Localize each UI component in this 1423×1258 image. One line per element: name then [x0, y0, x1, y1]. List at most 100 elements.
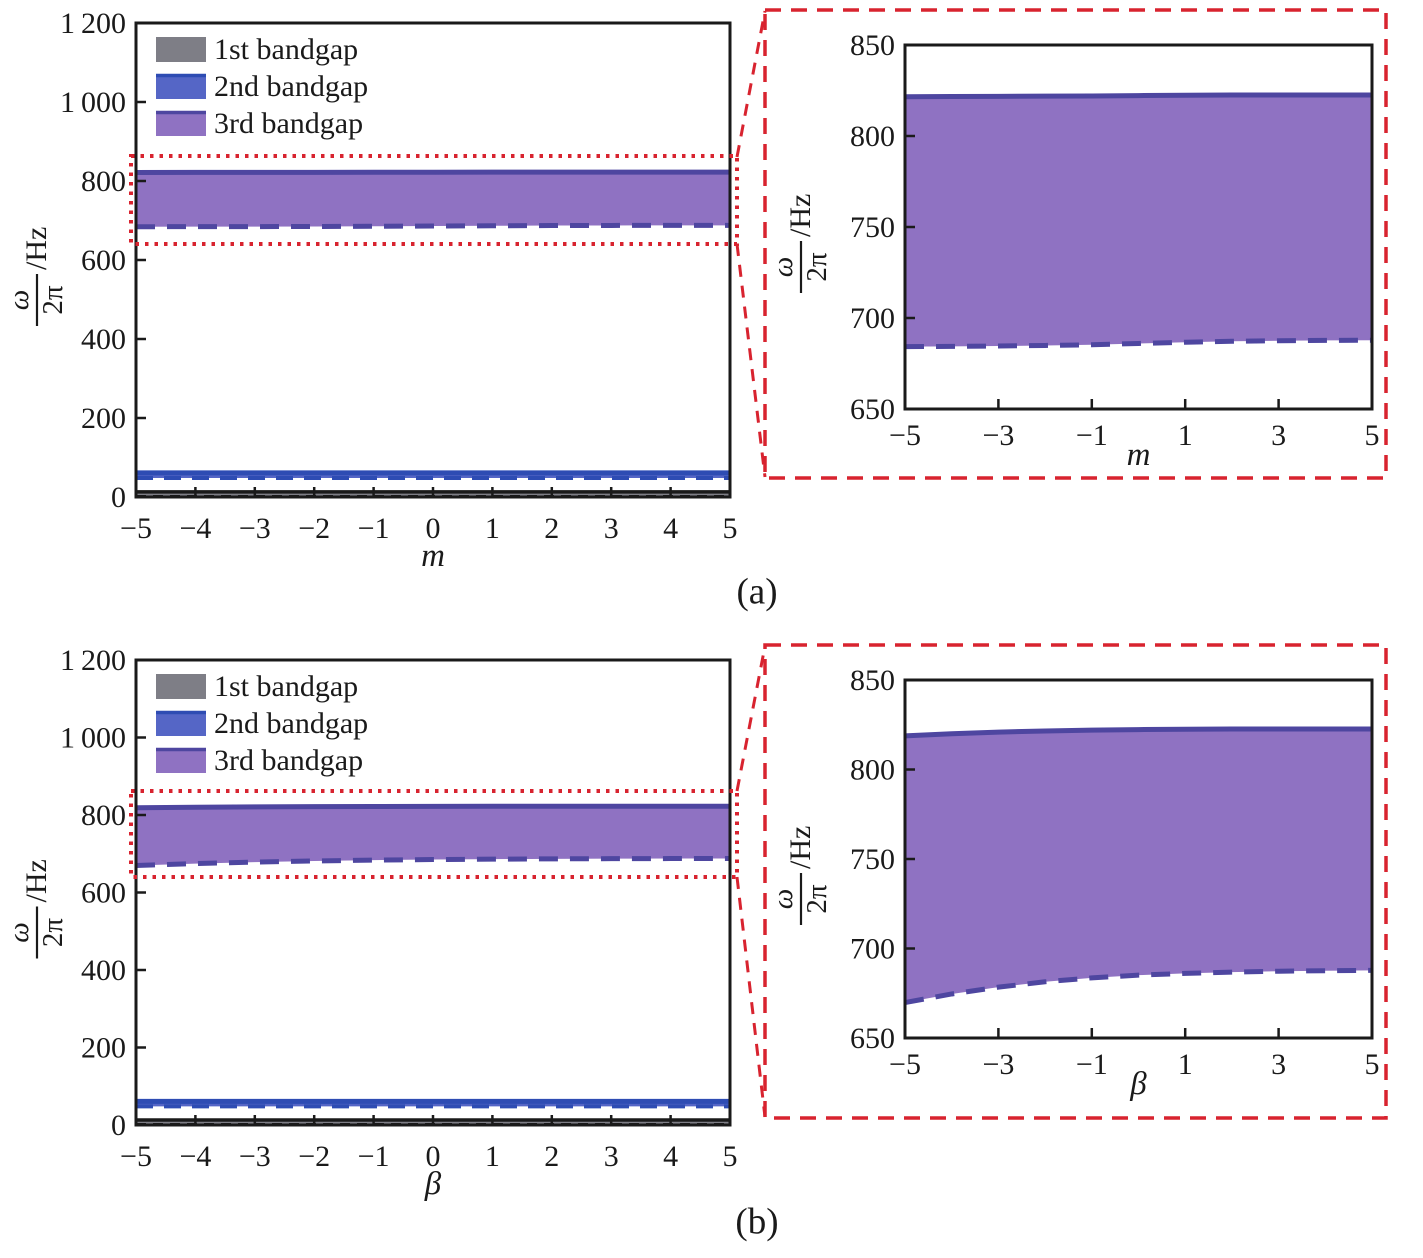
legend-swatch-1st-bandgap [156, 37, 206, 62]
panel-a-main-y-axis-label: ω 2π/Hz [3, 227, 69, 326]
panel-a-inset-y-label-numerator: ω [767, 257, 799, 277]
panel-b-main-x-tick-label: 1 [485, 1140, 500, 1173]
panel-a-main-y-label-denominator: 2π [37, 285, 69, 315]
panel-b-main-y-label-denominator: 2π [37, 918, 69, 948]
panel-b-inset-y-label-numerator: ω [767, 889, 799, 909]
panel-a-inset: −5 −3 −1 1 3 5 650 700 750 800 850 m ω 2π/Hz [735, 8, 1388, 480]
panel-b-main-x-tick-label: −5 [120, 1140, 152, 1173]
panel-b-inset-y-tick-label: 700 [850, 933, 895, 966]
panel-b-main-x-tick-label: −2 [298, 1140, 330, 1173]
legend-label-2nd-bandgap: 2nd bandgap [214, 70, 368, 103]
panel-b-inset-x-tick-label: −1 [1076, 1048, 1108, 1081]
panel-a-inset-band-3rd-bandgap [905, 95, 1372, 347]
panel-b-main-y-tick-label: 400 [81, 954, 126, 987]
panel-a-main-band-3rd-bandgap [136, 172, 730, 227]
legend-label-2nd-bandgap: 2nd bandgap [214, 707, 368, 740]
panel-a-inset-y-tick-label: 850 [850, 29, 895, 62]
panel-b-inset-x-tick-label: 1 [1178, 1048, 1193, 1081]
panel-b-main-y-tick-label: 800 [81, 799, 126, 832]
panel-a-main-x-axis-label: m [421, 538, 445, 574]
panel-b-main-legend: 1st bandgap 2nd bandgap 3rd bandgap [156, 670, 368, 777]
legend-swatch-3rd-bandgap [156, 111, 206, 136]
panel-a-inset-x-tick-label: 1 [1178, 419, 1193, 452]
panel-a-inset-band-3rd-bandgap-lower-edge [904, 337, 1373, 350]
panel-b-main-y-label-numerator: ω [3, 922, 35, 942]
panel-b-inset-zoom-connector [735, 876, 767, 1118]
panel-b-main-y-tick-label: 1 000 [60, 722, 126, 755]
panel-b-inset-x-tick-label: −5 [889, 1048, 921, 1081]
panel-b-main-y-tick-label: 0 [111, 1109, 126, 1142]
panel-b-inset-x-tick-label: 3 [1271, 1048, 1286, 1081]
panel-a-inset-band-3rd-bandgap-upper-edge [904, 92, 1372, 100]
legend-swatch-3rd-bandgap [156, 748, 206, 773]
legend-swatch-1st-bandgap [156, 674, 206, 699]
panel-a-inset-x-tick-label: −1 [1076, 419, 1108, 452]
panel-a-main-y-tick-label: 200 [81, 402, 126, 435]
panel-b-main: −5 −4 −3 −2 −1 0 1 2 3 4 5 0 200 400 600 800 1 000 1 200 β… [3, 644, 739, 1202]
panel-b-main-x-tick-label: 2 [544, 1140, 559, 1173]
panel-a-inset-x-tick-label: −5 [889, 419, 921, 452]
panel-a-inset-y-tick-label: 750 [850, 211, 895, 244]
panel-a-main-x-tick-label: 3 [604, 512, 619, 545]
panel-a-inset-zoom-connector [735, 10, 767, 158]
panel-a-main-y-label-unit: /Hz [20, 227, 53, 270]
panel-a-main-x-tick-label: −3 [239, 512, 271, 545]
panel-b-inset-x-tick-label: −3 [982, 1048, 1014, 1081]
legend-swatch-2nd-bandgap [156, 74, 206, 99]
panel-b-main-band-3rd-bandgap-upper-edge [135, 803, 730, 811]
panel-a-inset-x-axis-label: m [1127, 437, 1151, 473]
panel-b-inset-y-tick-label: 750 [850, 843, 895, 876]
panel-a-caption: (a) [736, 571, 778, 613]
panel-a-inset-y-label-denominator: 2π [801, 252, 833, 282]
legend-label-1st-bandgap: 1st bandgap [214, 33, 358, 66]
panel-b-inset: −5 −3 −1 1 3 5 650 700 750 800 850 β ω 2π/Hz [735, 643, 1388, 1120]
panel-a-inset-x-tick-label: 3 [1271, 419, 1286, 452]
panel-a-inset-zoom-connector [735, 243, 767, 478]
panel-b-main-y-label-unit: /Hz [20, 859, 53, 902]
panel-a-main-band-3rd-bandgap-lower-edge [135, 222, 731, 230]
panel-b-main-zoom-rect [129, 789, 739, 879]
panel-a-main-x-tick-label: 4 [663, 512, 678, 545]
panel-a-main-y-tick-label: 1 200 [60, 7, 126, 40]
panel-b-inset-band-3rd-bandgap-lower-edge [904, 967, 1373, 1006]
panel-b-inset-x-axis-label: β [1129, 1066, 1147, 1102]
panel-b-inset-y-tick-label: 850 [850, 664, 895, 697]
panel-b-inset-y-label-denominator: 2π [801, 884, 833, 914]
panel-a-main-y-tick-label: 1 000 [60, 86, 126, 119]
panel-a-inset-x-tick-label: −3 [982, 419, 1014, 452]
panel-b-main-x-tick-label: 0 [426, 1140, 441, 1173]
panel-b-main-x-tick-label: 5 [723, 1140, 738, 1173]
panel-b-main-y-tick-label: 1 200 [60, 644, 126, 677]
panel-b-main-y-axis-label: ω 2π/Hz [3, 859, 69, 959]
panel-a-inset-y-tick-label: 700 [850, 302, 895, 335]
panel-a-main-legend: 1st bandgap 2nd bandgap 3rd bandgap [156, 33, 368, 140]
panel-b-main-x-tick-label: −1 [358, 1140, 390, 1173]
legend-swatch-2nd-bandgap [156, 711, 206, 736]
panel-b-caption: (b) [735, 1201, 779, 1243]
panel-a-inset-y-axis-label: ω 2π/Hz [767, 194, 833, 293]
panel-b-inset-y-tick-label: 800 [850, 754, 895, 787]
panel-b-main-y-tick-label: 600 [81, 877, 126, 910]
panel-a-main-x-tick-label: −4 [179, 512, 211, 545]
panel-b-main-band-3rd-bandgap [136, 806, 730, 866]
panel-a-inset-y-label-unit: /Hz [784, 194, 817, 237]
panel-b-main-x-axis-label: β [424, 1166, 442, 1202]
panel-a-main-x-tick-label: −2 [298, 512, 330, 545]
panel-a-main-y-tick-label: 0 [111, 481, 126, 514]
legend-label-3rd-bandgap: 3rd bandgap [214, 107, 363, 140]
panel-b-inset-x-tick-label: 5 [1365, 1048, 1380, 1081]
panel-a-main-y-tick-label: 800 [81, 165, 126, 198]
panel-b-inset-y-tick-label: 650 [850, 1022, 895, 1055]
panel-a-main-x-tick-label: 1 [485, 512, 500, 545]
panel-a-main-x-tick-label: 0 [426, 512, 441, 545]
panel-b-inset-band-3rd-bandgap-upper-edge [904, 726, 1372, 739]
panel-b-main-y-tick-label: 200 [81, 1032, 126, 1065]
panel-a-inset-y-tick-label: 650 [850, 393, 895, 426]
panel-b-main-x-tick-label: −3 [239, 1140, 271, 1173]
panel-b-main-x-tick-label: 4 [663, 1140, 678, 1173]
panel-b-inset-band-3rd-bandgap [905, 729, 1372, 1003]
panel-b-inset-zoom-connector [735, 645, 767, 792]
panel-b-inset-zoom-box [763, 643, 1388, 1120]
